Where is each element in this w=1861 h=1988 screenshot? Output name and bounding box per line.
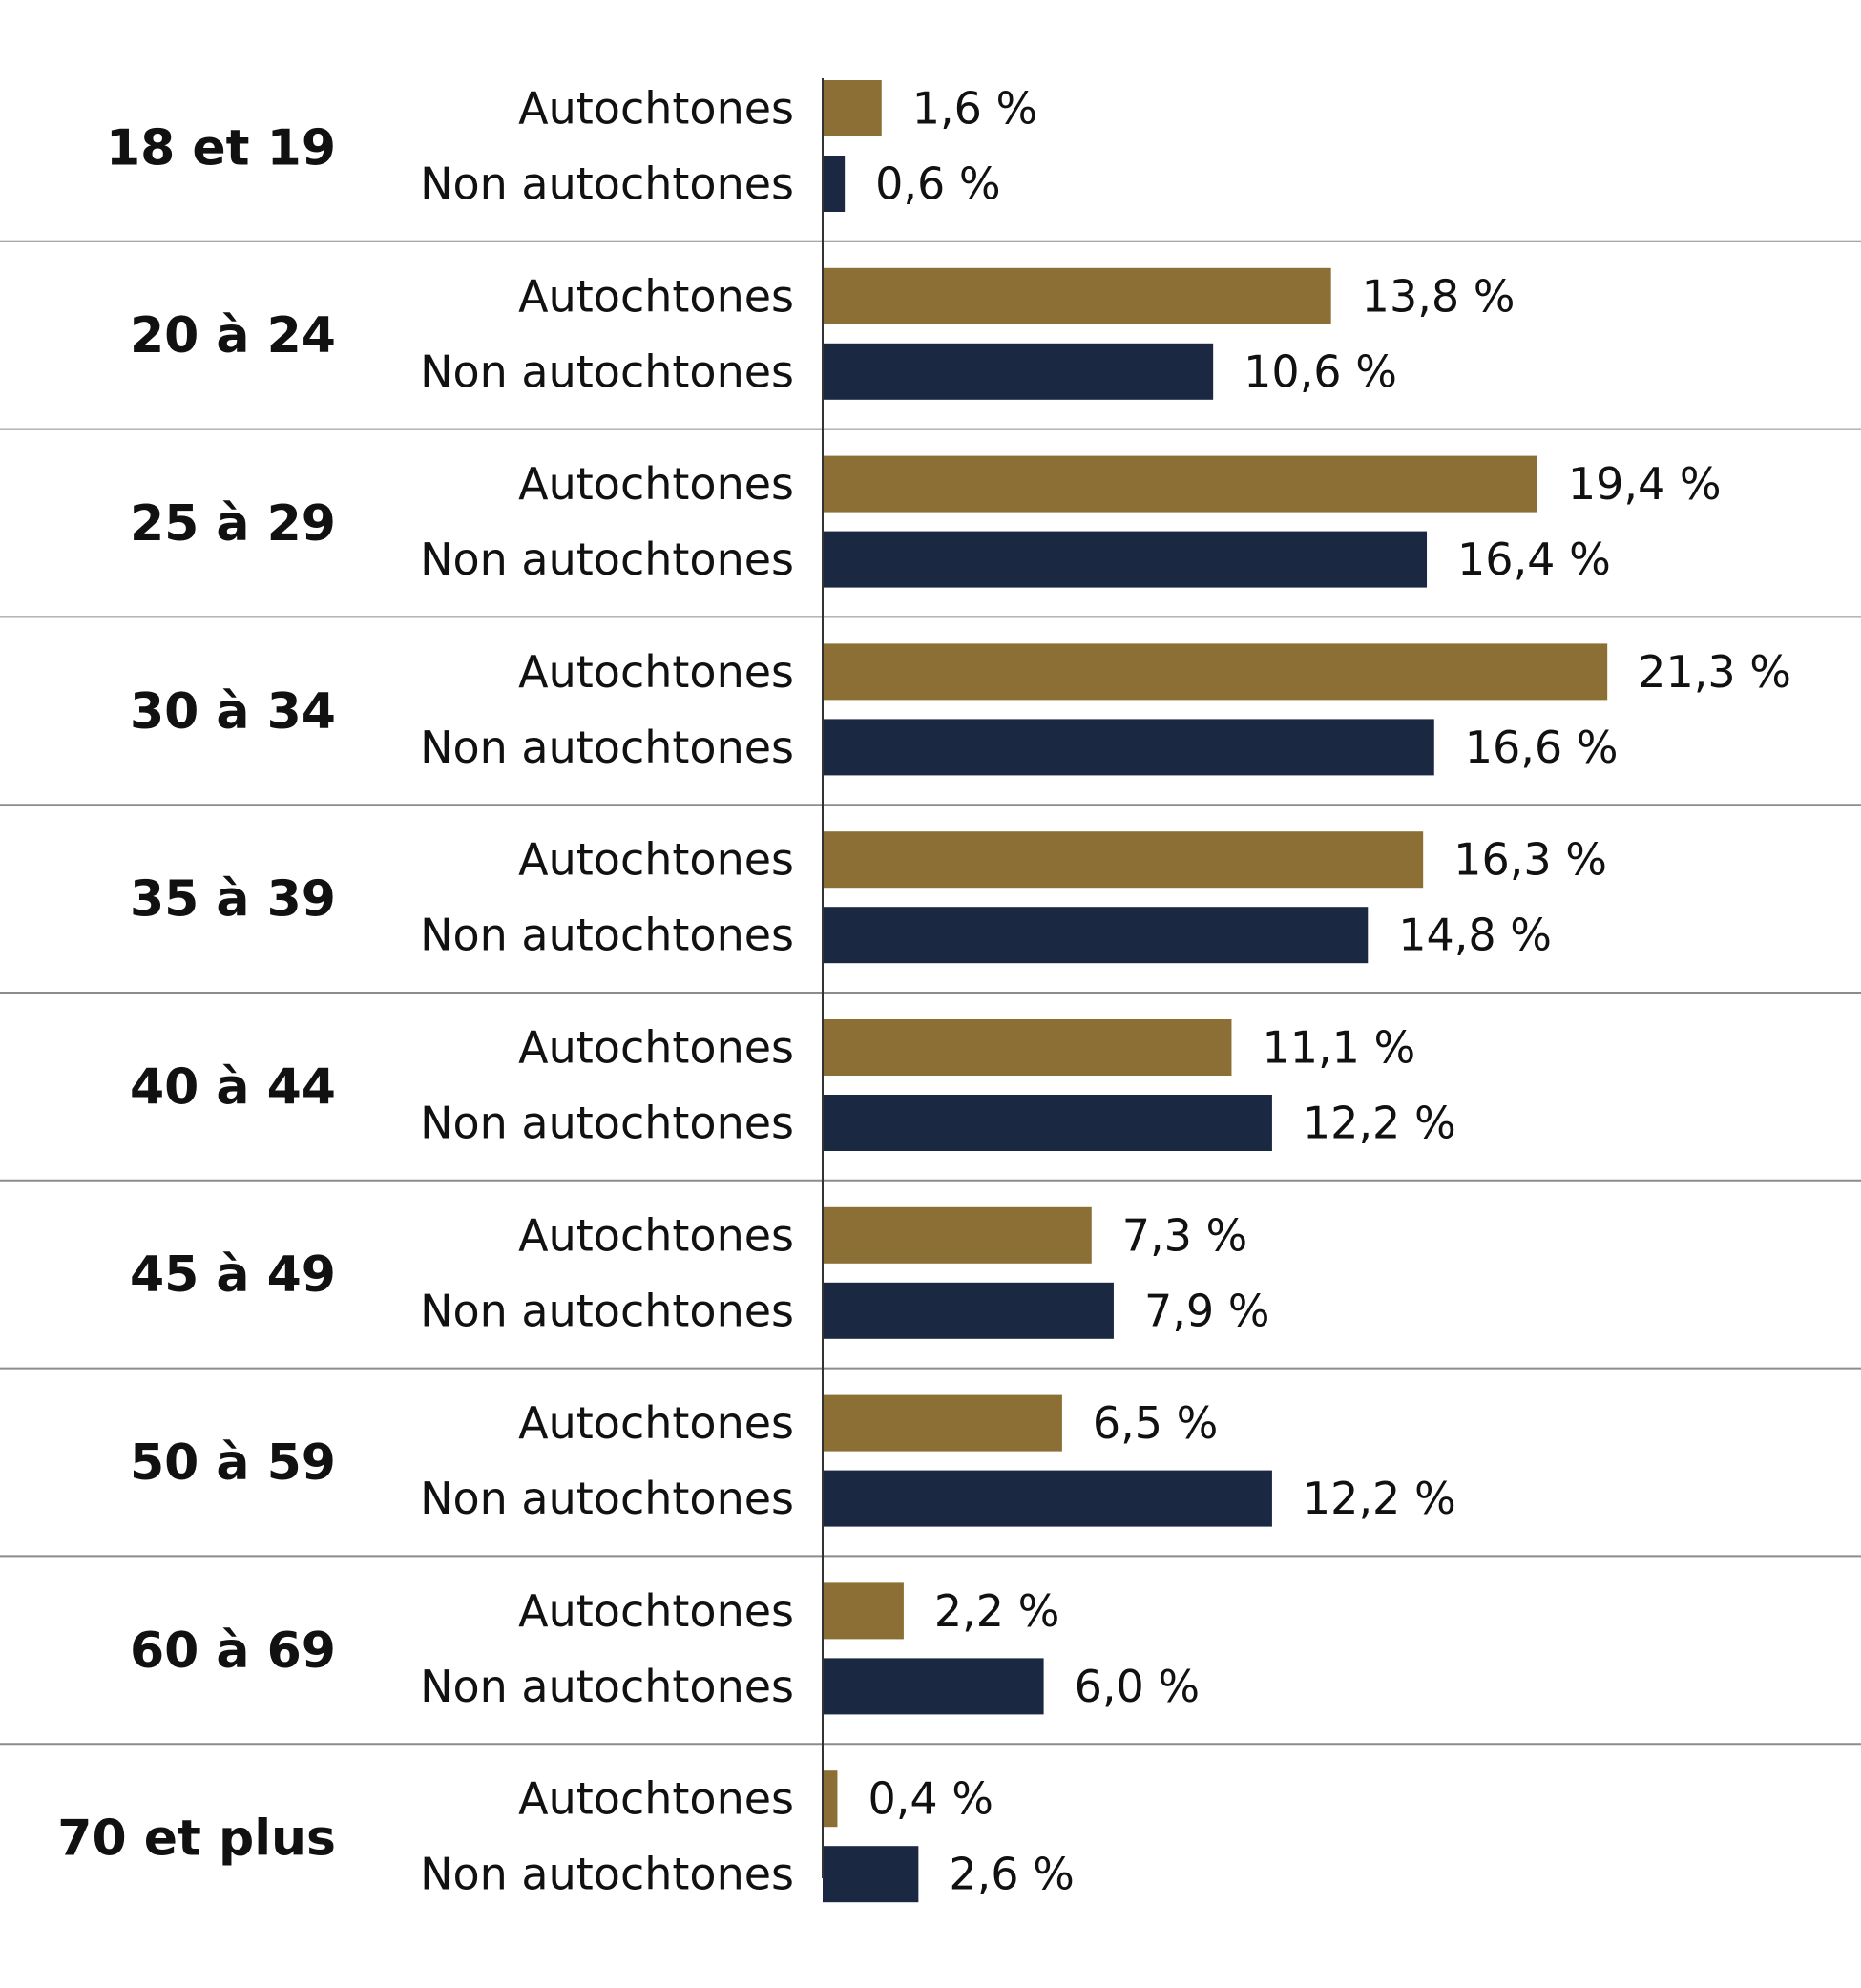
bar-non-autochtones (823, 343, 1214, 400)
bar-non-autochtones (823, 531, 1428, 588)
data-label: 16,4 % (1457, 534, 1611, 585)
data-label: 13,8 % (1362, 270, 1516, 322)
series-name-label: Non autochtones (420, 910, 794, 961)
bar-non-autochtones (823, 1658, 1044, 1715)
category-label: 60 à 69 (130, 1622, 336, 1680)
data-label: 12,2 % (1303, 1473, 1456, 1524)
series-name-label: Autochtones (518, 1585, 794, 1637)
bar-non-autochtones (823, 719, 1434, 776)
data-label: 16,3 % (1453, 834, 1607, 886)
series-name-label: Autochtones (518, 1773, 794, 1825)
category-label: 30 à 34 (130, 683, 336, 741)
bar-autochtones (823, 831, 1424, 889)
data-label: 14,8 % (1398, 910, 1552, 961)
series-name-label: Autochtones (518, 1022, 794, 1074)
category-label: 18 et 19 (106, 119, 336, 177)
series-name-label: Non autochtones (420, 158, 794, 210)
bar-non-autochtones (823, 907, 1369, 964)
category-label: 45 à 49 (130, 1246, 336, 1304)
series-name-label: Autochtones (518, 834, 794, 886)
bar-autochtones (823, 80, 882, 136)
series-name-label: Autochtones (518, 646, 794, 698)
data-label: 6,0 % (1075, 1661, 1201, 1712)
bar-autochtones (823, 643, 1608, 701)
series-name-label: Non autochtones (420, 534, 794, 585)
data-label: 2,6 % (949, 1849, 1075, 1900)
series-name-label: Non autochtones (420, 1098, 794, 1149)
series-name-label: Autochtones (518, 458, 794, 510)
data-label: 1,6 % (912, 83, 1038, 135)
bar-non-autochtones (823, 1846, 919, 1903)
data-label: 16,6 % (1465, 722, 1619, 773)
data-label: 19,4 % (1568, 458, 1722, 510)
data-label: 10,6 % (1244, 345, 1397, 397)
bar-non-autochtones (823, 156, 846, 212)
bar-autochtones (823, 1394, 1062, 1452)
category-label: 40 à 44 (130, 1058, 336, 1116)
bar-autochtones (823, 455, 1537, 513)
bar-autochtones (823, 267, 1331, 324)
series-name-label: Non autochtones (420, 1849, 794, 1900)
data-label: 11,1 % (1262, 1022, 1415, 1074)
category-label: 50 à 59 (130, 1434, 336, 1492)
bar-non-autochtones (823, 1282, 1114, 1339)
data-label: 6,5 % (1093, 1397, 1219, 1449)
series-name-label: Non autochtones (420, 345, 794, 397)
bar-non-autochtones (823, 1470, 1272, 1527)
series-name-label: Autochtones (518, 83, 794, 135)
category-label: 20 à 24 (130, 307, 336, 365)
bar-autochtones (823, 1770, 838, 1828)
series-name-label: Non autochtones (420, 1473, 794, 1524)
data-label: 0,6 % (875, 158, 1000, 210)
data-label: 7,3 % (1122, 1209, 1248, 1261)
bar-autochtones (823, 1582, 904, 1640)
bar-non-autochtones (823, 1095, 1272, 1151)
data-label: 21,3 % (1638, 646, 1791, 698)
category-label: 70 et plus (57, 1810, 336, 1868)
series-name-label: Autochtones (518, 1397, 794, 1449)
bar-autochtones (823, 1206, 1092, 1264)
category-label: 35 à 39 (130, 871, 336, 929)
series-name-label: Autochtones (518, 1209, 794, 1261)
series-name-label: Autochtones (518, 270, 794, 322)
series-name-label: Non autochtones (420, 722, 794, 773)
series-name-label: Non autochtones (420, 1661, 794, 1712)
category-label: 25 à 29 (130, 495, 336, 553)
data-label: 7,9 % (1144, 1285, 1270, 1336)
data-label: 0,4 % (868, 1773, 993, 1825)
data-label: 12,2 % (1303, 1098, 1456, 1149)
series-name-label: Non autochtones (420, 1285, 794, 1336)
bar-autochtones (823, 1019, 1232, 1076)
data-label: 2,2 % (934, 1585, 1059, 1637)
